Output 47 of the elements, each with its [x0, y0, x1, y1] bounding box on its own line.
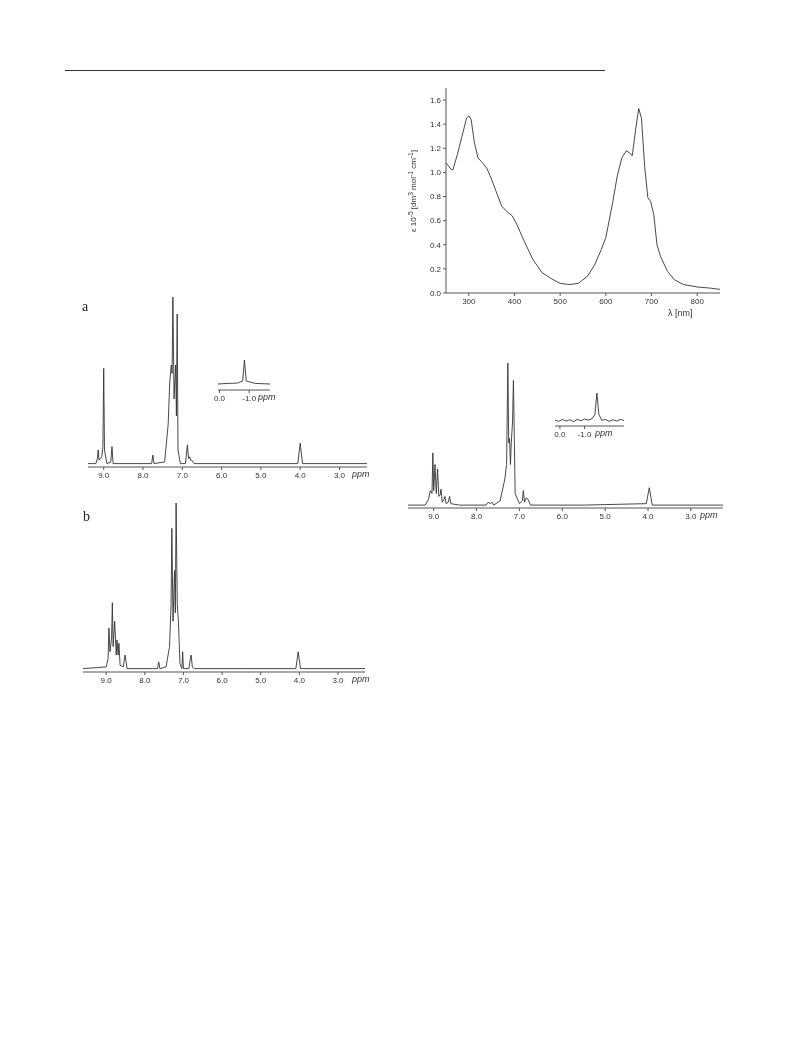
x-tick-label: 800 [690, 296, 705, 306]
x-tick-label: 9.0 [100, 675, 113, 685]
x-tick-label: 4.0 [293, 675, 306, 685]
x-tick-label: 9.0 [98, 470, 110, 480]
x-tick-label: 400 [507, 296, 522, 306]
y-tick-label: 0.6 [429, 216, 442, 226]
y-tick-label: 0.0 [429, 288, 442, 298]
x-axis-title: ppm [258, 392, 276, 402]
chart-title: b [83, 509, 90, 524]
x-tick-label: 3.0 [332, 675, 345, 685]
x-tick-label: 7.0 [513, 511, 526, 521]
y-tick-label: 1.6 [429, 95, 442, 105]
x-axis-title: λ [nm] [668, 308, 693, 318]
x-tick-label: 6.0 [556, 511, 569, 521]
x-tick-label: 6.0 [216, 470, 228, 480]
line-series [446, 108, 720, 290]
x-tick-label: 5.0 [255, 470, 268, 480]
x-tick-label: 600 [599, 296, 614, 306]
y-tick-label: 1.0 [429, 168, 442, 178]
x-axis-title: ppm [352, 674, 370, 684]
x-tick-label: 7.0 [176, 470, 189, 480]
x-axis-title: ppm [700, 510, 718, 520]
x-tick-label: 300 [462, 296, 477, 306]
x-tick-label: 8.0 [471, 511, 483, 521]
x-tick-label: -1.0 [577, 429, 593, 439]
y-tick-label: 0.2 [429, 264, 442, 274]
y-tick-label: 1.2 [429, 144, 442, 154]
y-tick-label: 0.8 [429, 192, 442, 202]
y-tick-label: 0.4 [429, 240, 442, 250]
x-tick-label: 9.0 [428, 511, 440, 521]
x-tick-label: -1.0 [242, 393, 257, 403]
x-tick-label: 4.0 [642, 511, 655, 521]
x-tick-label: 8.0 [137, 470, 150, 480]
x-tick-label: 500 [553, 296, 568, 306]
x-axis-title: ppm [352, 469, 370, 479]
y-tick-label: 1.4 [429, 120, 442, 130]
x-tick-label: 5.0 [599, 511, 612, 521]
x-tick-label: 3.0 [685, 511, 697, 521]
x-tick-label: 8.0 [139, 675, 151, 685]
x-tick-label: 7.0 [177, 675, 190, 685]
x-tick-label: 4.0 [294, 470, 307, 480]
x-tick-label: 3.0 [333, 470, 346, 480]
x-axis-title: ppm [595, 428, 613, 438]
x-tick-label: 5.0 [255, 675, 267, 685]
chart-title: a [82, 299, 89, 314]
x-tick-label: 700 [644, 296, 659, 306]
x-tick-label: 6.0 [216, 675, 229, 685]
